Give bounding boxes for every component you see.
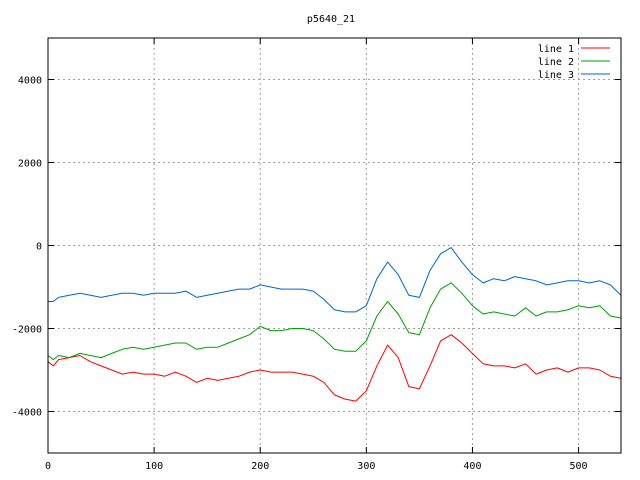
grid-lines: [48, 38, 621, 453]
axis-ticks: 0 100 200 300 400 500 -4000 -2000 0 2000 4000: [12, 38, 621, 472]
y-tick-label: 4000: [18, 76, 42, 87]
legend-label: line 3: [538, 70, 574, 81]
series-line-3: [48, 247, 622, 313]
y-tick-label: -4000: [12, 408, 42, 419]
x-tick-label: 0: [45, 461, 51, 472]
x-tick-label: 100: [145, 461, 163, 472]
x-tick-label: 200: [251, 461, 269, 472]
legend-label: line 1: [538, 44, 574, 55]
y-tick-label: 0: [36, 242, 42, 253]
chart-title: p5640_21: [307, 14, 355, 25]
series-lines: [47, 247, 622, 402]
series-line-1: [47, 334, 622, 402]
y-tick-label: -2000: [12, 325, 42, 336]
series-line-2: [47, 282, 622, 361]
legend: line 1 line 2 line 3: [538, 44, 610, 81]
x-tick-label: 500: [570, 461, 588, 472]
x-tick-label: 400: [463, 461, 481, 472]
x-tick-label: 300: [357, 461, 375, 472]
y-tick-label: 2000: [18, 159, 42, 170]
legend-label: line 2: [538, 57, 574, 68]
